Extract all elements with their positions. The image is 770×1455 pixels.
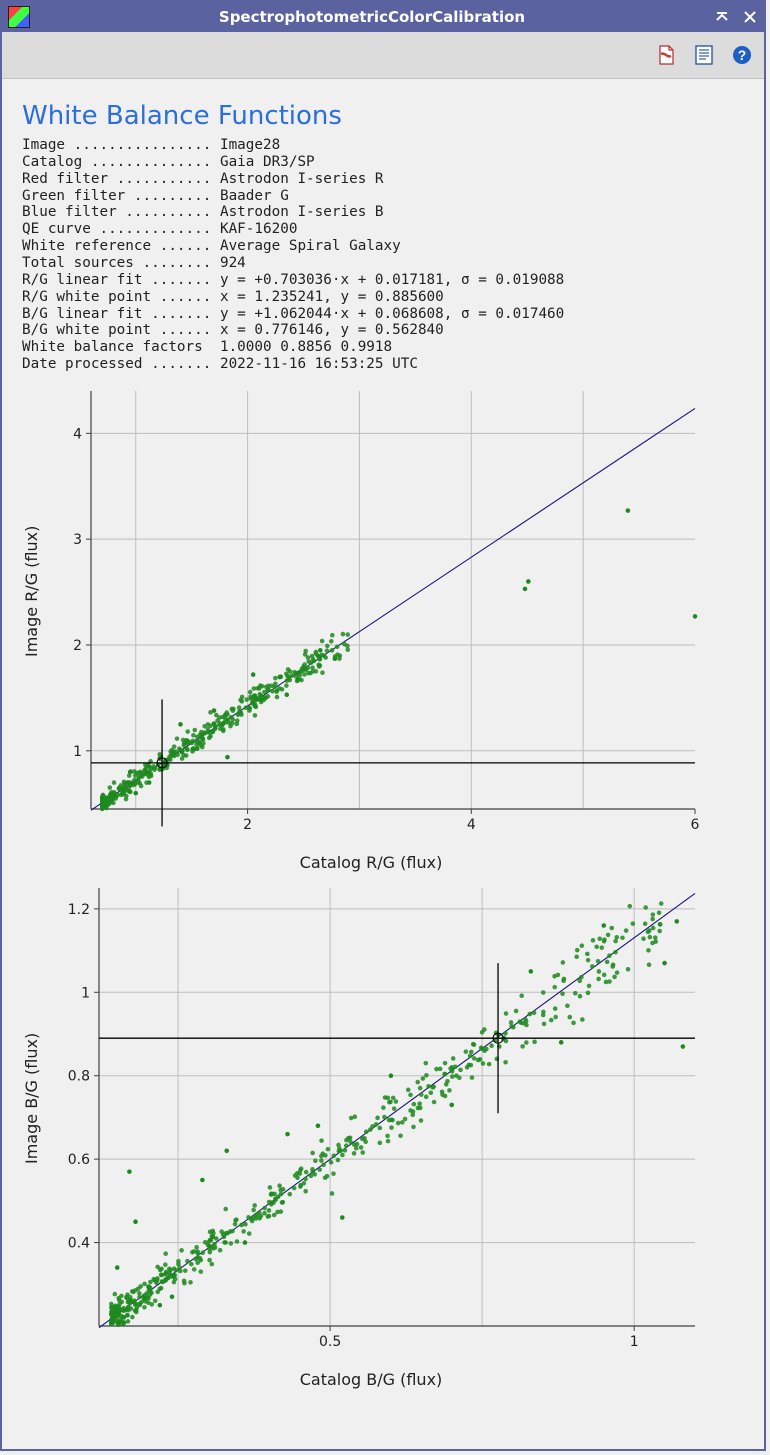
titlebar[interactable]: SpectrophotometricColorCalibration	[2, 2, 764, 32]
content-area: White Balance Functions Image ..........…	[2, 79, 764, 1449]
svg-text:4: 4	[73, 426, 82, 442]
shade-button[interactable]	[708, 2, 736, 32]
bg-chart: 0.5 1 0.4 0.6 0.8 1 1.2	[41, 878, 701, 1368]
svg-text:?: ?	[738, 47, 747, 63]
rg-chart-block: Image R/G (flux) 2 4 6 1 2 3 4 Catalog R/G (fl…	[22, 381, 744, 872]
section-title: White Balance Functions	[22, 101, 744, 131]
close-button[interactable]	[736, 2, 764, 32]
window-frame: SpectrophotometricColorCalibration	[0, 0, 766, 1451]
svg-text:1: 1	[73, 744, 82, 760]
svg-text:2: 2	[73, 638, 82, 654]
help-icon[interactable]: ?	[730, 43, 754, 67]
svg-text:0.8: 0.8	[68, 1069, 90, 1085]
toolbar: ?	[2, 32, 764, 79]
rg-xlabel: Catalog R/G (flux)	[300, 853, 443, 872]
svg-text:1: 1	[630, 1334, 639, 1350]
svg-text:6: 6	[691, 817, 700, 833]
svg-text:0.5: 0.5	[319, 1334, 341, 1350]
svg-text:1: 1	[81, 985, 90, 1001]
svg-text:1.2: 1.2	[68, 902, 90, 918]
svg-text:2: 2	[243, 817, 252, 833]
window-title: SpectrophotometricColorCalibration	[36, 8, 708, 26]
export-pdf-icon[interactable]	[654, 43, 678, 67]
bg-xlabel: Catalog B/G (flux)	[300, 1370, 443, 1389]
info-text: Image ................ Image28 Catalog .…	[22, 137, 744, 373]
document-icon[interactable]	[692, 43, 716, 67]
svg-text:0.4: 0.4	[68, 1236, 90, 1252]
rg-ylabel: Image R/G (flux)	[22, 381, 41, 801]
svg-text:4: 4	[467, 817, 476, 833]
bg-ylabel: Image B/G (flux)	[22, 878, 41, 1318]
bg-chart-block: Image B/G (flux) 0.5 1 0.4 0.6 0.8 1 1.2 Catal…	[22, 878, 744, 1389]
svg-text:0.6: 0.6	[68, 1152, 90, 1168]
svg-text:3: 3	[73, 532, 82, 548]
app-icon	[8, 6, 30, 28]
rg-chart: 2 4 6 1 2 3 4	[41, 381, 701, 851]
